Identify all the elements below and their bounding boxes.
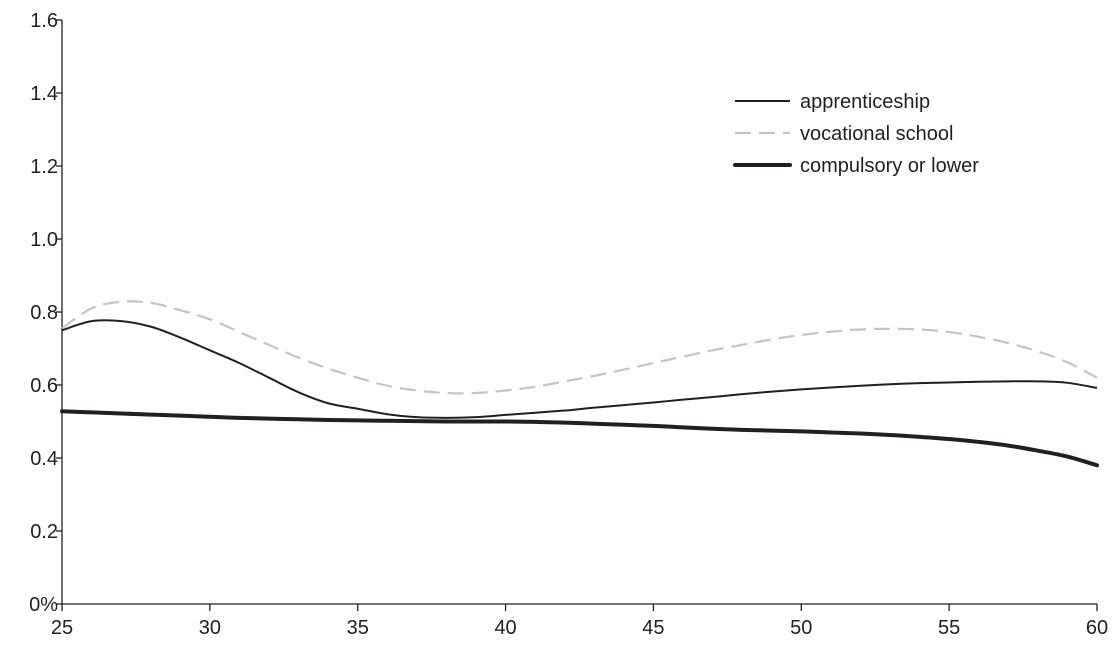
legend-label-compulsory-or-lower: compulsory or lower [800, 155, 979, 177]
y-tick-label: 1.6 [30, 10, 58, 32]
chart-axes: 0% 0.2 0.4 0.6 0.8 1.0 1.2 1.4 1.6 25 30 35 40 45 50 55… [29, 10, 1108, 639]
y-tick-label: 0.4 [30, 448, 58, 470]
x-tick-label: 40 [494, 617, 516, 639]
y-tick-label: 1.0 [30, 229, 58, 251]
x-tick-label: 30 [199, 617, 221, 639]
x-tick-label: 25 [51, 617, 73, 639]
series-line-compulsory-or-lower [60, 409, 1099, 468]
legend-label-vocational-school: vocational school [800, 123, 953, 145]
x-tick-label: 35 [347, 617, 369, 639]
chart-series [60, 300, 1099, 468]
x-tick-label: 60 [1086, 617, 1108, 639]
y-tick-label: 0% [29, 594, 58, 616]
legend-label-apprenticeship: apprenticeship [800, 91, 930, 113]
y-tick-label: 0.2 [30, 521, 58, 543]
series-line-apprenticeship [61, 319, 1098, 419]
x-tick-label: 55 [938, 617, 960, 639]
x-tick-label: 50 [790, 617, 812, 639]
chart-legend: apprenticeship vocational school compulsor… [733, 91, 979, 177]
y-tick-label: 1.4 [30, 83, 58, 105]
series-line-vocational-school [61, 300, 1098, 395]
y-tick-label: 0.8 [30, 302, 58, 324]
y-tick-label: 1.2 [30, 156, 58, 178]
y-tick-label: 0.6 [30, 375, 58, 397]
x-tick-label: 45 [642, 617, 664, 639]
